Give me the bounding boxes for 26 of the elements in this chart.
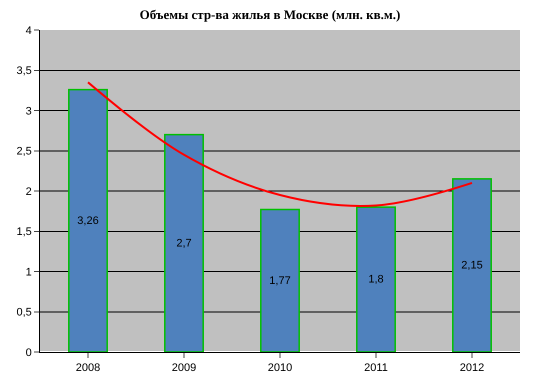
line-series: [87, 81, 473, 207]
y-tick-label: 0: [26, 346, 32, 359]
bar: [452, 178, 492, 352]
y-tick-label: 2,5: [16, 146, 32, 158]
data-label: 3,26: [77, 214, 99, 227]
chart-title: Объемы стр-ва жилья в Москве (млн. кв.м.): [140, 6, 400, 22]
data-label: 1,77: [269, 274, 291, 287]
data-label: 1,8: [368, 274, 384, 286]
x-tick-label: 2011: [364, 362, 388, 374]
y-tick-label: 1: [26, 266, 32, 278]
bar: [68, 88, 108, 352]
x-tick-label: 2009: [172, 362, 196, 374]
x-tick-label: 2010: [268, 362, 292, 374]
data-label: 2,7: [176, 237, 192, 250]
bar: [260, 208, 300, 352]
y-tick-label: 2: [26, 186, 32, 198]
y-tick-label: 4: [26, 24, 32, 37]
y-tick-label: 1,5: [16, 226, 32, 238]
y-tick-label: 3: [26, 105, 32, 118]
bar: [164, 134, 204, 352]
bar: [356, 206, 396, 352]
y-tick-label: 3,5: [16, 65, 32, 78]
y-tick-label: 0,5: [16, 306, 32, 319]
data-label: 2,15: [461, 259, 483, 272]
x-tick-label: 2012: [460, 362, 484, 374]
x-tick-label: 2008: [76, 362, 100, 374]
